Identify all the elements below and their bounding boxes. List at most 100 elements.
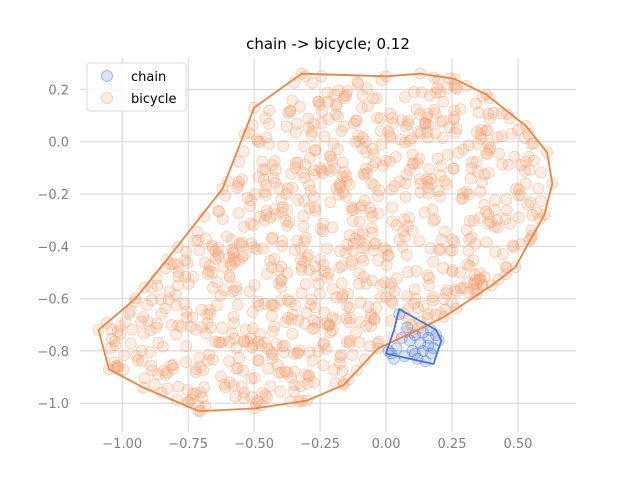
bicycle-point (420, 111, 433, 124)
bicycle-point (179, 254, 191, 267)
bicycle-point (281, 266, 294, 279)
bicycle-point (265, 309, 278, 322)
bicycle-point (441, 178, 453, 191)
bicycle-point (335, 349, 347, 361)
bicycle-point (265, 299, 278, 312)
y-tick-label: −0.2 (37, 188, 69, 203)
bicycle-point (438, 225, 451, 238)
bicycle-point (484, 216, 497, 228)
bicycle-point (465, 162, 478, 175)
bicycle-point (289, 126, 302, 139)
bicycle-point (422, 308, 435, 320)
bicycle-point (384, 107, 397, 120)
bicycle-point (310, 269, 323, 282)
bicycle-point (384, 282, 397, 295)
bicycle-point (286, 327, 299, 340)
bicycle-point (385, 294, 398, 307)
bicycle-point (184, 320, 197, 333)
bicycle-point (340, 170, 353, 183)
bicycle-point (209, 245, 222, 257)
bicycle-point (302, 112, 315, 125)
bicycle-point (335, 125, 348, 137)
y-tick-label: 0.0 (48, 136, 69, 151)
bicycle-point (266, 325, 279, 338)
bicycle-point (105, 323, 118, 336)
bicycle-point (454, 282, 467, 294)
chain-point (422, 331, 435, 344)
bicycle-point (298, 195, 311, 207)
bicycle-point (284, 105, 297, 118)
bicycle-point (370, 301, 383, 314)
bicycle-point (463, 259, 476, 272)
bicycle-point (345, 201, 358, 214)
bicycle-point (167, 362, 180, 375)
bicycle-point (470, 155, 483, 168)
bicycle-point (419, 117, 432, 130)
bicycle-point (308, 168, 321, 181)
bicycle-point (474, 273, 487, 286)
bicycle-point (512, 189, 525, 202)
bicycle-point (255, 339, 268, 352)
bicycle-point (499, 260, 512, 273)
bicycle-point (370, 92, 383, 105)
bicycle-point (483, 144, 496, 156)
bicycle-point (299, 278, 312, 290)
bicycle-point (283, 216, 296, 228)
legend-frame (86, 62, 187, 112)
bicycle-point (393, 233, 406, 246)
bicycle-point (435, 160, 448, 172)
bicycle-point (507, 239, 519, 252)
bicycle-point (299, 158, 312, 171)
bicycle-point (414, 127, 427, 140)
bicycle-point (502, 158, 515, 171)
bicycle-point (353, 278, 366, 290)
bicycle-point (421, 181, 434, 194)
bicycle-point (169, 289, 182, 301)
bicycle-point (360, 320, 372, 332)
bicycle-point (175, 320, 188, 333)
bicycle-point (259, 188, 272, 201)
bicycle-point (523, 163, 536, 176)
bicycle-point (374, 112, 387, 125)
bicycle-point (220, 230, 233, 243)
bicycle-point (384, 129, 396, 142)
bicycle-point (279, 214, 292, 227)
bicycle-point (488, 203, 501, 216)
legend-label-chain: chain (131, 70, 166, 85)
bicycle-point (312, 345, 325, 357)
bicycle-point (185, 393, 198, 406)
bicycle-point (333, 357, 346, 370)
bicycle-point (229, 390, 242, 403)
bicycle-point (252, 135, 264, 148)
bicycle-point (448, 104, 461, 117)
bicycle-point (410, 103, 423, 116)
bicycle-point (443, 121, 456, 134)
bicycle-point (361, 100, 374, 113)
bicycle-point (358, 194, 371, 207)
bicycle-point (448, 236, 461, 249)
bicycle-point (340, 190, 352, 203)
bicycle-point (316, 105, 328, 118)
bicycle-point (109, 339, 122, 352)
bicycle-point (251, 133, 263, 145)
bicycle-point (317, 167, 329, 180)
bicycle-point (476, 278, 489, 291)
bicycle-point (501, 108, 514, 120)
bicycle-point (289, 157, 302, 169)
bicycle-point (366, 274, 378, 287)
bicycle-point (426, 203, 439, 216)
bicycle-point (423, 163, 435, 176)
bicycle-point (340, 175, 353, 188)
bicycle-point (524, 196, 537, 209)
bicycle-point (463, 233, 476, 246)
bicycle-point (388, 285, 401, 298)
bicycle-point (266, 231, 279, 244)
bicycle-point (251, 395, 264, 407)
bicycle-point (298, 317, 311, 330)
bicycle-point (489, 246, 502, 258)
bicycle-point (282, 107, 295, 119)
bicycle-point (233, 237, 246, 250)
bicycle-point (438, 293, 450, 306)
bicycle-point (307, 117, 320, 130)
